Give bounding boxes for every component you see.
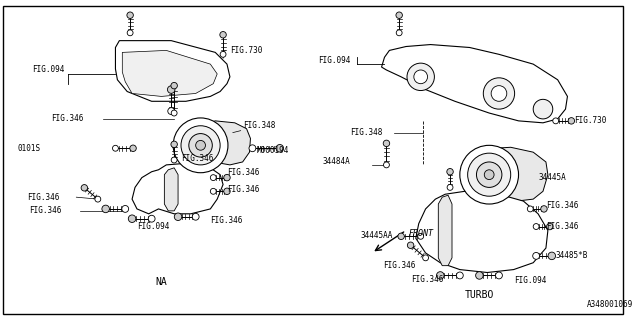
Circle shape <box>81 185 88 191</box>
Circle shape <box>122 205 129 212</box>
Text: FIG.346: FIG.346 <box>51 115 83 124</box>
Circle shape <box>533 224 539 229</box>
Text: 34445AA: 34445AA <box>360 231 392 240</box>
Polygon shape <box>132 163 223 214</box>
Circle shape <box>128 215 136 222</box>
Text: FIG.730: FIG.730 <box>574 116 607 125</box>
Circle shape <box>468 153 511 196</box>
Text: FIG.348: FIG.348 <box>350 128 383 137</box>
Circle shape <box>171 141 177 148</box>
Circle shape <box>220 52 226 57</box>
Text: FIG.346: FIG.346 <box>546 202 579 211</box>
Text: FIG.346: FIG.346 <box>181 154 213 163</box>
Circle shape <box>127 12 133 19</box>
Circle shape <box>172 157 177 163</box>
Text: FIG.348: FIG.348 <box>243 121 275 130</box>
Circle shape <box>460 145 518 204</box>
Circle shape <box>168 108 175 115</box>
Polygon shape <box>416 191 548 273</box>
Circle shape <box>173 118 228 173</box>
Text: FIG.730: FIG.730 <box>230 46 262 55</box>
Circle shape <box>495 272 502 279</box>
Circle shape <box>196 140 205 150</box>
Circle shape <box>102 205 109 213</box>
Circle shape <box>568 118 575 124</box>
Circle shape <box>172 110 177 116</box>
Polygon shape <box>164 168 178 211</box>
Circle shape <box>408 242 414 249</box>
Circle shape <box>276 145 284 152</box>
Circle shape <box>422 255 429 261</box>
Circle shape <box>189 133 212 157</box>
Text: FIG.346: FIG.346 <box>546 222 579 231</box>
Circle shape <box>211 175 216 180</box>
Circle shape <box>532 252 540 259</box>
Circle shape <box>548 252 556 260</box>
Text: M000194: M000194 <box>257 146 289 155</box>
Circle shape <box>436 272 444 279</box>
Circle shape <box>396 30 402 36</box>
Text: 34445A: 34445A <box>538 173 566 182</box>
Circle shape <box>174 213 182 220</box>
Circle shape <box>527 206 533 212</box>
Text: FIG.346: FIG.346 <box>383 261 416 270</box>
Circle shape <box>127 30 133 36</box>
Circle shape <box>224 174 230 181</box>
Circle shape <box>547 223 553 230</box>
Circle shape <box>491 86 507 101</box>
Circle shape <box>414 70 428 84</box>
Text: 34485*B: 34485*B <box>556 252 588 260</box>
Text: FIG.346: FIG.346 <box>227 168 259 177</box>
Circle shape <box>447 184 453 190</box>
Circle shape <box>553 118 559 124</box>
Circle shape <box>396 12 403 19</box>
Text: A348001069: A348001069 <box>587 300 633 309</box>
Text: FIG.094: FIG.094 <box>137 222 170 231</box>
Circle shape <box>383 162 389 168</box>
Circle shape <box>148 215 155 222</box>
Circle shape <box>249 145 256 152</box>
Text: 34484A: 34484A <box>323 157 351 166</box>
Circle shape <box>483 78 515 109</box>
Text: FIG.346: FIG.346 <box>411 275 444 284</box>
Text: FIG.346: FIG.346 <box>29 206 61 215</box>
Text: 0101S: 0101S <box>18 144 41 153</box>
Circle shape <box>220 32 227 38</box>
Circle shape <box>211 188 216 194</box>
Text: FIG.094: FIG.094 <box>514 276 546 285</box>
Circle shape <box>171 83 177 89</box>
Polygon shape <box>200 121 250 168</box>
Circle shape <box>484 170 494 180</box>
Circle shape <box>407 63 435 91</box>
Text: FIG.346: FIG.346 <box>227 185 259 194</box>
Polygon shape <box>381 44 568 123</box>
Text: FIG.346: FIG.346 <box>211 216 243 225</box>
Polygon shape <box>122 51 217 96</box>
Circle shape <box>533 99 553 119</box>
Circle shape <box>95 196 100 202</box>
Text: FIG.346: FIG.346 <box>28 193 60 202</box>
Circle shape <box>456 272 463 279</box>
Circle shape <box>418 233 424 239</box>
Text: FRONT: FRONT <box>409 229 434 238</box>
Circle shape <box>224 188 230 195</box>
Text: FIG.094: FIG.094 <box>32 66 65 75</box>
Circle shape <box>541 206 547 212</box>
Circle shape <box>113 145 118 151</box>
Polygon shape <box>438 195 452 266</box>
Circle shape <box>181 126 220 165</box>
Circle shape <box>168 86 175 93</box>
Circle shape <box>192 213 199 220</box>
Circle shape <box>476 272 483 279</box>
Polygon shape <box>489 147 548 201</box>
Circle shape <box>130 145 136 151</box>
Text: NA: NA <box>156 277 167 287</box>
Text: FIG.094: FIG.094 <box>318 56 350 65</box>
Polygon shape <box>115 41 230 101</box>
Circle shape <box>476 162 502 188</box>
Circle shape <box>398 233 404 240</box>
Circle shape <box>383 140 390 147</box>
Circle shape <box>447 169 453 175</box>
Text: TURBO: TURBO <box>465 290 494 300</box>
